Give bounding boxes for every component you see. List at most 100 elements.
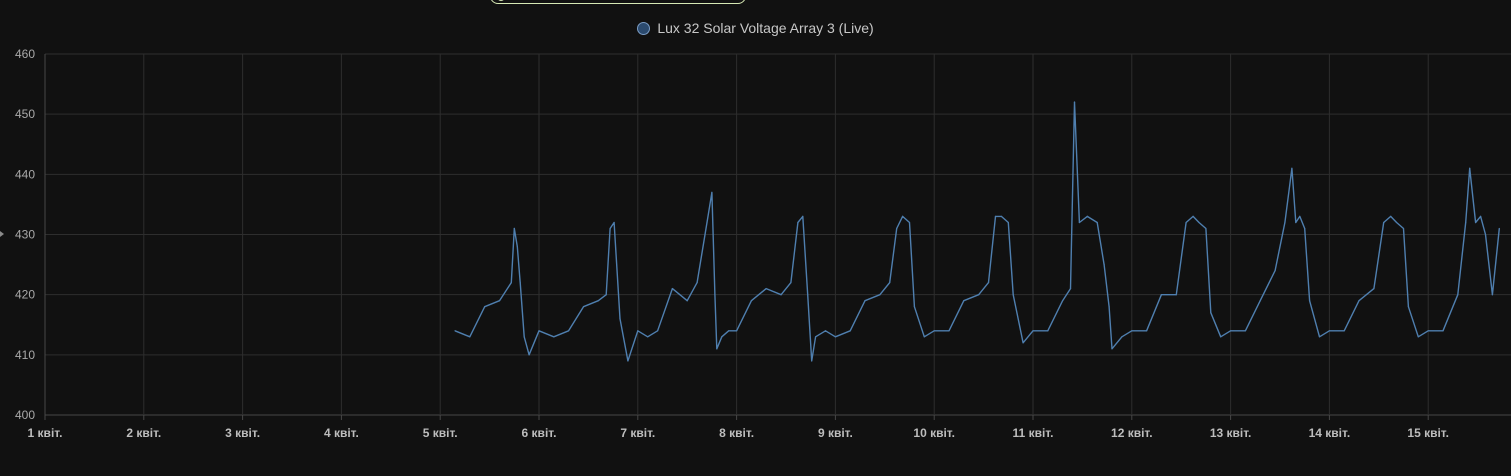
data-point	[1328, 330, 1330, 332]
y-tick-label: 430	[15, 228, 35, 242]
data-point	[1007, 221, 1009, 224]
data-point	[1111, 348, 1113, 350]
data-point	[1274, 270, 1276, 272]
data-point	[1491, 294, 1493, 296]
data-point	[1373, 288, 1375, 290]
data-point	[671, 288, 674, 290]
data-point	[1480, 215, 1482, 217]
data-point	[1318, 336, 1321, 338]
data-point	[1086, 215, 1088, 217]
x-tick-label: 1 квіт.	[28, 426, 63, 440]
data-point	[696, 282, 698, 284]
data-point	[1047, 330, 1049, 332]
data-point	[1295, 221, 1297, 224]
axis-marker-icon	[0, 231, 4, 237]
x-tick-label: 9 квіт.	[818, 426, 853, 440]
legend-swatch-icon	[637, 21, 651, 35]
x-tick-label: 7 квіт.	[620, 426, 655, 440]
data-point	[1022, 342, 1024, 344]
data-point	[484, 306, 486, 308]
data-point	[1465, 221, 1467, 224]
data-point	[1390, 215, 1392, 217]
data-point	[627, 360, 629, 362]
data-point	[1343, 330, 1345, 332]
data-point	[1103, 264, 1105, 266]
data-point	[908, 221, 911, 224]
data-point	[1175, 294, 1177, 296]
x-tick-label: 15 квіт.	[1407, 426, 1449, 440]
data-point	[1291, 167, 1293, 169]
data-point	[619, 318, 621, 320]
data-point	[1442, 330, 1444, 332]
x-tick-label: 14 квіт.	[1309, 426, 1351, 440]
data-point	[948, 330, 950, 332]
data-point	[1383, 221, 1385, 224]
data-point	[1078, 221, 1080, 224]
x-tick-label: 5 квіт.	[423, 426, 458, 440]
data-point	[657, 330, 659, 332]
y-tick-label: 440	[15, 167, 35, 181]
data-point	[714, 294, 716, 296]
data-point	[1484, 233, 1487, 236]
data-point	[790, 282, 792, 284]
data-point	[1012, 294, 1014, 296]
data-point	[605, 294, 607, 296]
data-point	[1185, 221, 1187, 224]
data-point	[1402, 227, 1405, 230]
y-tick-label: 400	[15, 408, 35, 422]
data-point	[528, 354, 530, 356]
x-tick-label: 13 квіт.	[1210, 426, 1252, 440]
x-tick-label: 10 квіт.	[913, 426, 955, 440]
data-point	[1457, 294, 1459, 296]
x-tick-label: 11 квіт.	[1013, 426, 1054, 440]
x-axis-ticks: 1 квіт. 2 квіт. 3 квіт. 4 квіт. 5 квіт. 6 кві…	[28, 415, 1449, 440]
data-point	[519, 282, 521, 284]
data-point	[1210, 312, 1212, 314]
x-tick-label: 12 квіт.	[1111, 426, 1153, 440]
data-point	[1073, 101, 1076, 103]
data-point	[802, 215, 804, 217]
data-point	[1259, 300, 1261, 302]
data-point	[797, 221, 799, 224]
data-point	[1244, 330, 1246, 332]
data-point	[538, 330, 540, 332]
data-point	[613, 221, 615, 224]
data-point	[1284, 221, 1286, 224]
data-point	[1469, 167, 1471, 169]
data-point	[523, 336, 525, 338]
data-point	[582, 306, 585, 308]
data-point	[728, 330, 730, 332]
data-point	[1396, 221, 1398, 224]
grid-lines	[44, 53, 1511, 416]
y-tick-label: 460	[15, 47, 35, 61]
data-point	[647, 336, 649, 338]
data-point	[716, 348, 718, 350]
data-point	[597, 300, 599, 302]
data-point	[516, 245, 518, 248]
data-point	[807, 294, 809, 296]
data-point	[994, 215, 997, 217]
data-point	[902, 215, 904, 217]
data-point	[1131, 330, 1133, 332]
data-point	[1032, 330, 1034, 332]
data-point	[454, 330, 456, 332]
data-point	[1358, 300, 1360, 302]
data-point	[510, 282, 512, 284]
data-point	[1198, 221, 1200, 224]
data-point	[923, 336, 925, 338]
data-point	[706, 221, 708, 224]
legend-label: Lux 32 Solar Voltage Array 3 (Live)	[657, 20, 874, 36]
data-point	[1146, 330, 1148, 332]
data-point	[553, 336, 555, 338]
y-axis-ticks: 400 410 420 430 440 450 460	[15, 47, 35, 422]
data-point	[1498, 227, 1500, 230]
y-tick-label: 450	[15, 107, 35, 121]
data-point	[498, 300, 501, 302]
series-line[interactable]	[454, 101, 1500, 362]
chart-legend[interactable]: Lux 32 Solar Voltage Array 3 (Live)	[0, 20, 1511, 36]
data-point	[1309, 300, 1311, 302]
y-tick-label: 420	[15, 288, 35, 302]
data-point	[469, 336, 471, 338]
data-point	[896, 227, 898, 230]
